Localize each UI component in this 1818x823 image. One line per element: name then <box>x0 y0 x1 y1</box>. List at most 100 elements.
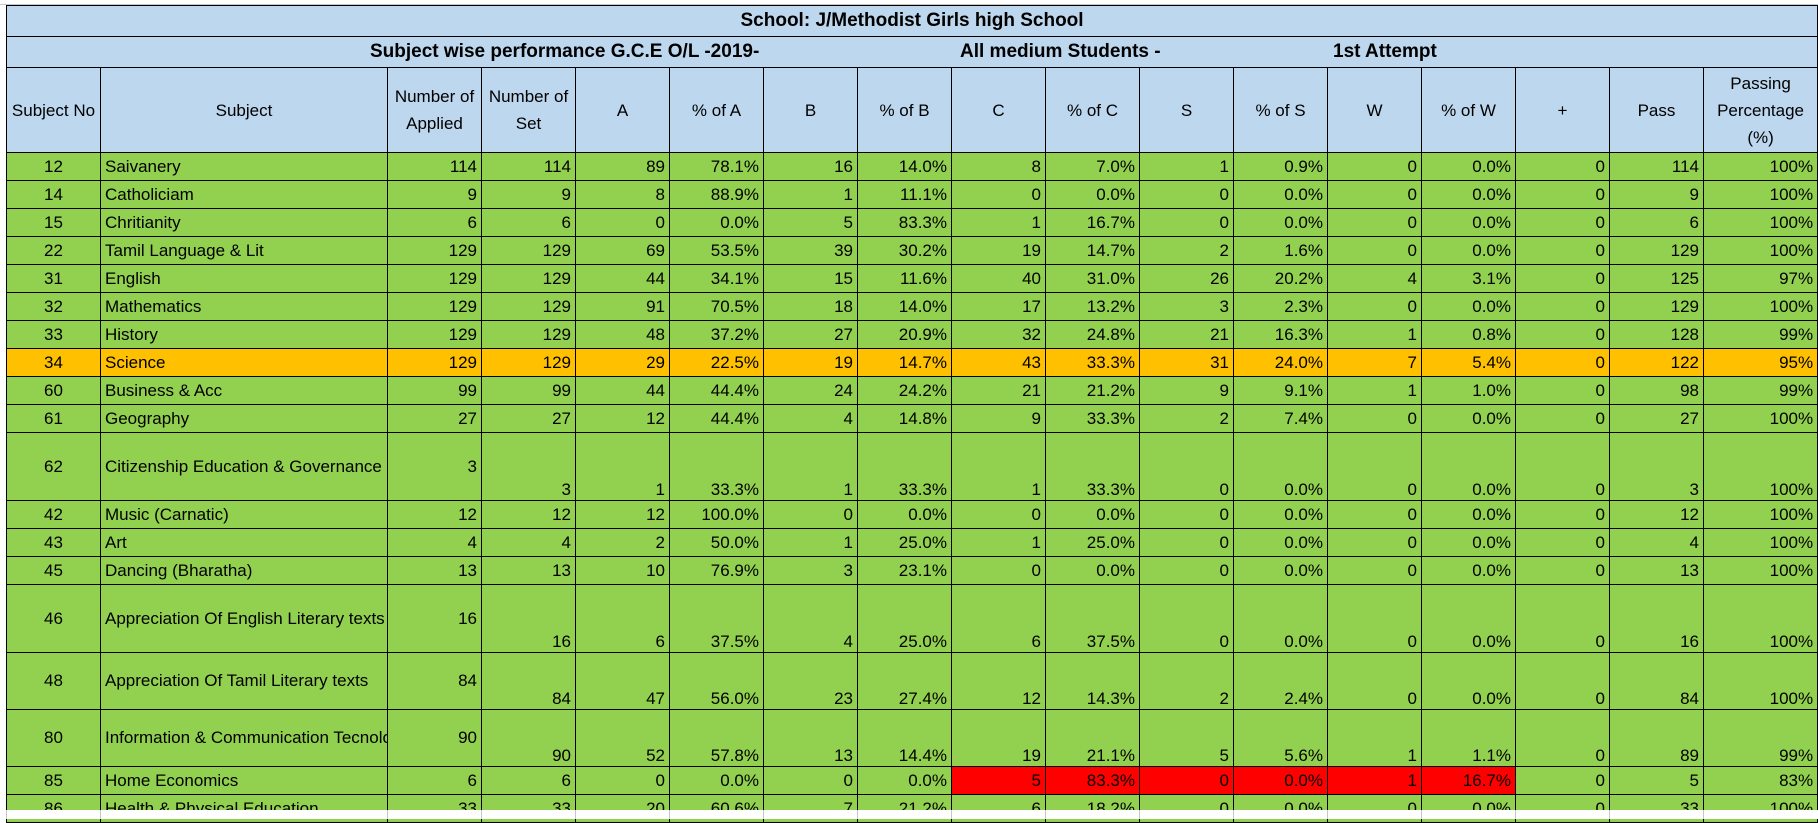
cell-number-applied[interactable]: 114 <box>387 152 482 181</box>
cell-grade-a[interactable]: 48 <box>575 320 670 349</box>
cell-plus[interactable]: 0 <box>1515 376 1610 405</box>
cell-grade-b[interactable]: 39 <box>763 236 858 265</box>
cell-plus[interactable]: 0 <box>1515 320 1610 349</box>
header-percent-c[interactable]: % of C <box>1045 67 1140 153</box>
cell-grade-c[interactable]: 12 <box>951 652 1046 710</box>
cell-pass[interactable]: 89 <box>1609 709 1704 767</box>
cell-pass[interactable]: 129 <box>1609 292 1704 321</box>
cell-percent-b[interactable]: 0.0% <box>857 766 952 795</box>
cell-grade-c[interactable]: 32 <box>951 320 1046 349</box>
cell-grade-w[interactable]: 0 <box>1327 556 1422 585</box>
cell-percent-c[interactable]: 33.3% <box>1045 348 1140 377</box>
cell-subject[interactable]: Tamil Language & Lit <box>100 236 388 265</box>
cell-percent-c[interactable]: 24.8% <box>1045 320 1140 349</box>
cell-percent-a[interactable]: 37.5% <box>669 584 764 653</box>
cell-percent-a[interactable]: 44.4% <box>669 404 764 433</box>
cell-percent-s[interactable]: 1.6% <box>1233 236 1328 265</box>
header-grade-a[interactable]: A <box>575 67 670 153</box>
header-passing-percentage[interactable]: Passing Percentage (%) <box>1702 67 1818 153</box>
cell-percent-s[interactable]: 5.6% <box>1233 709 1328 767</box>
cell-grade-w[interactable]: 0 <box>1327 404 1422 433</box>
cell-grade-b[interactable]: 1 <box>763 432 858 501</box>
cell-subject[interactable]: Chritianity <box>100 208 388 237</box>
cell-number-set[interactable]: 129 <box>481 264 576 293</box>
cell-percent-c[interactable]: 37.5% <box>1045 584 1140 653</box>
cell-grade-s[interactable]: 31 <box>1139 348 1234 377</box>
cell-percent-b[interactable]: 27.4% <box>857 652 952 710</box>
cell-number-set[interactable]: 129 <box>481 348 576 377</box>
cell-grade-w[interactable]: 1 <box>1327 320 1422 349</box>
cell-subject[interactable]: Appreciation Of English Literary texts <box>100 584 388 653</box>
cell-pass[interactable]: 9 <box>1609 180 1704 209</box>
cell-pass[interactable]: 27 <box>1609 404 1704 433</box>
cell-grade-a[interactable]: 12 <box>575 404 670 433</box>
cell-number-set[interactable]: 129 <box>481 320 576 349</box>
cell-plus[interactable]: 0 <box>1515 208 1610 237</box>
cell-grade-s[interactable]: 0 <box>1139 556 1234 585</box>
cell-subject[interactable]: Appreciation Of Tamil Literary texts <box>100 652 388 710</box>
cell-number-applied[interactable]: 129 <box>387 264 482 293</box>
cell-percent-b[interactable]: 11.6% <box>857 264 952 293</box>
cell-pass[interactable]: 13 <box>1609 556 1704 585</box>
cell-percent-s[interactable]: 7.4% <box>1233 404 1328 433</box>
cell-passing-percentage[interactable]: 83% <box>1702 766 1818 795</box>
cell-grade-b[interactable]: 16 <box>763 152 858 181</box>
cell-grade-b[interactable]: 4 <box>763 584 858 653</box>
cell-grade-b[interactable]: 4 <box>763 404 858 433</box>
header-number-set[interactable]: Number of Set <box>481 67 576 153</box>
cell-percent-b[interactable]: 24.2% <box>857 376 952 405</box>
cell-grade-s[interactable]: 3 <box>1139 292 1234 321</box>
cell-passing-percentage[interactable]: 100% <box>1702 432 1818 501</box>
cell-subject-no[interactable]: 15 <box>6 208 101 237</box>
cell-grade-w[interactable]: 0 <box>1327 180 1422 209</box>
cell-grade-c[interactable]: 19 <box>951 709 1046 767</box>
cell-percent-s[interactable]: 20.2% <box>1233 264 1328 293</box>
cell-pass[interactable]: 16 <box>1609 584 1704 653</box>
cell-number-set[interactable]: 4 <box>481 528 576 557</box>
cell-grade-w[interactable]: 0 <box>1327 208 1422 237</box>
cell-passing-percentage[interactable]: 100% <box>1702 180 1818 209</box>
header-number-applied[interactable]: Number of Applied <box>387 67 482 153</box>
cell-percent-a[interactable]: 50.0% <box>669 528 764 557</box>
cell-percent-w[interactable]: 16.7% <box>1421 766 1516 795</box>
cell-number-set[interactable]: 90 <box>481 709 576 767</box>
header-subject[interactable]: Subject <box>100 67 388 153</box>
cell-percent-c[interactable]: 0.0% <box>1045 556 1140 585</box>
cell-percent-a[interactable]: 56.0% <box>669 652 764 710</box>
cell-percent-b[interactable]: 30.2% <box>857 236 952 265</box>
cell-pass[interactable]: 6 <box>1609 208 1704 237</box>
cell-percent-w[interactable]: 0.0% <box>1421 584 1516 653</box>
cell-grade-w[interactable]: 1 <box>1327 709 1422 767</box>
cell-number-applied[interactable]: 129 <box>387 348 482 377</box>
cell-grade-s[interactable]: 0 <box>1139 766 1234 795</box>
cell-grade-s[interactable]: 0 <box>1139 208 1234 237</box>
cell-percent-a[interactable]: 22.5% <box>669 348 764 377</box>
cell-grade-b[interactable]: 24 <box>763 376 858 405</box>
cell-grade-a[interactable]: 69 <box>575 236 670 265</box>
cell-percent-b[interactable]: 83.3% <box>857 208 952 237</box>
cell-pass[interactable]: 4 <box>1609 528 1704 557</box>
cell-percent-b[interactable]: 25.0% <box>857 584 952 653</box>
cell-grade-a[interactable]: 89 <box>575 152 670 181</box>
cell-percent-b[interactable]: 14.7% <box>857 348 952 377</box>
cell-percent-s[interactable]: 24.0% <box>1233 348 1328 377</box>
cell-percent-b[interactable]: 14.0% <box>857 152 952 181</box>
cell-percent-s[interactable]: 2.3% <box>1233 292 1328 321</box>
cell-grade-a[interactable]: 12 <box>575 500 670 529</box>
cell-grade-a[interactable]: 8 <box>575 180 670 209</box>
cell-passing-percentage[interactable]: 99% <box>1702 376 1818 405</box>
cell-grade-a[interactable]: 91 <box>575 292 670 321</box>
cell-percent-w[interactable]: 0.0% <box>1421 556 1516 585</box>
cell-subject-no[interactable]: 33 <box>6 320 101 349</box>
cell-grade-w[interactable]: 4 <box>1327 264 1422 293</box>
cell-grade-a[interactable]: 10 <box>575 556 670 585</box>
cell-grade-w[interactable]: 0 <box>1327 152 1422 181</box>
header-grade-w[interactable]: W <box>1327 67 1422 153</box>
cell-grade-w[interactable]: 7 <box>1327 348 1422 377</box>
cell-grade-b[interactable]: 15 <box>763 264 858 293</box>
cell-number-applied[interactable]: 16 <box>387 584 482 653</box>
cell-percent-c[interactable]: 33.3% <box>1045 432 1140 501</box>
cell-grade-c[interactable]: 0 <box>951 500 1046 529</box>
cell-subject-no[interactable]: 80 <box>6 709 101 767</box>
cell-number-applied[interactable]: 4 <box>387 528 482 557</box>
